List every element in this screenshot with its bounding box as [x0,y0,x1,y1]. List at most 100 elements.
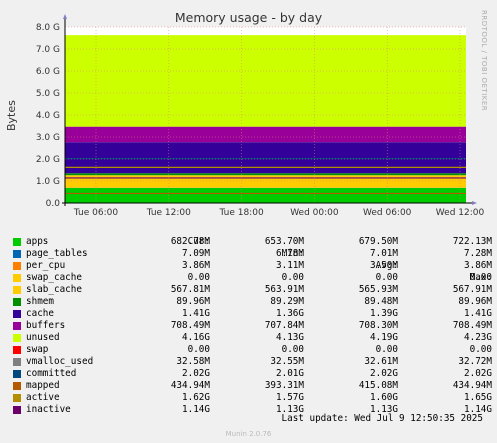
legend-max-value: 32.72M [458,356,492,367]
legend-min-value: 707.84M [264,320,304,331]
y-tick-label: 0.0 [46,199,61,209]
legend-row-buffers: buffers 708.49M 707.84M 708.30M 708.49M [10,320,492,332]
x-tick-label: Wed 00:00 [290,208,339,215]
area-cache [65,142,466,174]
legend-max-value: 7.28M [464,248,492,259]
y-tick-label: 6.0 G [36,67,60,77]
header-cur: Cur: [187,236,210,247]
legend-min-value: 4.13G [276,332,304,343]
legend-max-value: 0.00 [469,344,492,355]
rrdtool-credit: RRDTOOL / TOBI OETIKER [480,10,488,112]
area-unused [65,35,466,127]
legend-cur-value: 4.16G [182,332,210,343]
x-tick-label: Tue 12:00 [146,208,191,215]
legend-avg-value: 1.60G [370,392,398,403]
legend-max-value: 1.14G [464,404,492,415]
legend-max-value: 1.65G [464,392,492,403]
area-slab-cache [65,175,466,188]
legend-avg-value: 415.08M [358,380,398,391]
legend-cur-value: 567.81M [170,284,210,295]
legend-avg-value: 1.39G [370,308,398,319]
legend-label: per_cpu [26,260,66,271]
legend-min-value: 0.00 [281,272,304,283]
legend-swatch [13,274,21,282]
legend-label: page_tables [26,248,88,259]
legend-avg-value: 1.13G [370,404,398,415]
legend-table: Cur: Min: Avg: Max: apps 682.78M 653.70M 67… [10,224,492,416]
legend-swatch [13,346,21,354]
legend-min-value: 2.01G [276,368,304,379]
legend-swatch [13,394,21,402]
x-axis-arrow [472,201,477,205]
legend-avg-value: 7.01M [370,248,398,259]
legend-min-value: 1.57G [276,392,304,403]
legend-min-value: 32.55M [270,356,304,367]
legend-row-apps: apps 682.78M 653.70M 679.50M 722.13M [10,236,492,248]
legend-label: cache [26,308,54,319]
x-tick-label: Wed 12:00 [436,208,485,215]
legend-cur-value: 89.96M [176,296,210,307]
legend-row-per-cpu: per_cpu 3.86M 3.11M 3.50M 3.86M [10,260,492,272]
legend-row-vmalloc-used: vmalloc_used 32.58M 32.55M 32.61M 32.72M [10,356,492,368]
legend-max-value: 89.96M [458,296,492,307]
legend-row-inactive: inactive 1.14G 1.13G 1.13G 1.14G [10,404,492,416]
legend-label: committed [26,368,77,379]
legend-max-value: 1.41G [464,308,492,319]
legend-swatch [13,238,21,246]
legend-label: shmem [26,296,54,307]
legend-label: vmalloc_used [26,356,94,367]
legend-label: slab_cache [26,284,82,295]
legend-swatch [13,250,21,258]
legend-min-value: 653.70M [264,236,304,247]
legend-avg-value: 3.50M [370,260,398,271]
legend-avg-value: 2.02G [370,368,398,379]
header-min: Min: [281,248,304,259]
legend-max-value: 4.23G [464,332,492,343]
legend-min-value: 563.91M [264,284,304,295]
legend-min-value: 1.13G [276,404,304,415]
legend-row-committed: committed 2.02G 2.01G 2.02G 2.02G [10,368,492,380]
legend-max-value: 3.86M [464,260,492,271]
legend-avg-value: 32.61M [364,356,398,367]
legend-row-active: active 1.62G 1.57G 1.60G 1.65G [10,392,492,404]
legend-swatch [13,310,21,318]
y-tick-label: 1.0 G [36,177,60,187]
legend-label: swap_cache [26,272,82,283]
legend-max-value: 0.00 [469,272,492,283]
legend-row-page-tables: page_tables 7.09M 6.78M 7.01M 7.28M [10,248,492,260]
legend-swatch [13,322,21,330]
chart-title: Memory usage - by day [174,10,323,25]
legend-swatch [13,382,21,390]
munin-version: Munin 2.0.76 [225,430,272,438]
area-apps [65,187,466,203]
legend-cur-value: 2.02G [182,368,210,379]
legend-row-slab-cache: slab_cache 567.81M 563.91M 565.93M 567.91M [10,284,492,296]
area-shmem [65,173,466,176]
y-tick-label: 4.0 G [36,111,60,121]
legend-swatch [13,406,21,414]
legend-label: inactive [26,404,71,415]
legend-avg-value: 0.00 [375,344,398,355]
legend-avg-value: 4.19G [370,332,398,343]
legend-min-value: 1.36G [276,308,304,319]
legend-row-cache: cache 1.41G 1.36G 1.39G 1.41G [10,308,492,320]
legend-min-value: 89.29M [270,296,304,307]
last-update: Last update: Wed Jul 9 12:50:35 2025 [281,413,484,424]
legend-max-value: 434.94M [452,380,492,391]
legend-cur-value: 3.86M [182,260,210,271]
legend-cur-value: 1.62G [182,392,210,403]
legend-row-swap: swap 0.00 0.00 0.00 0.00 [10,344,492,356]
area-buffers [65,126,466,143]
legend-label: swap [26,344,49,355]
legend-swatch [13,286,21,294]
legend-label: apps [26,236,49,247]
legend-row-unused: unused 4.16G 4.13G 4.19G 4.23G [10,332,492,344]
legend-avg-value: 679.50M [358,236,398,247]
x-tick-label: Tue 06:00 [73,208,118,215]
legend-cur-value: 434.94M [170,380,210,391]
legend-cur-value: 32.58M [176,356,210,367]
legend-cur-value: 682.78M [170,236,210,247]
legend-min-value: 393.31M [264,380,304,391]
legend-swatch [13,334,21,342]
x-tick-label: Wed 06:00 [363,208,412,215]
